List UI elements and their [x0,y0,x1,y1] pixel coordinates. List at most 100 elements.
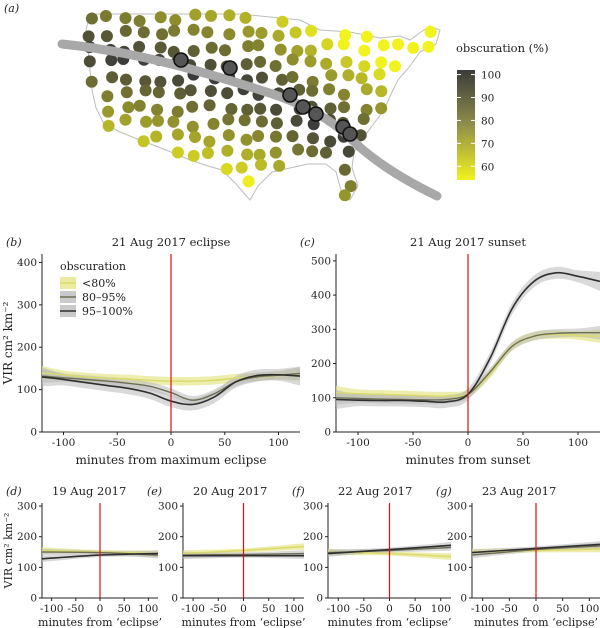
station-dot [99,10,112,22]
y-tick-label: 200 [17,342,37,354]
station-dot [221,144,234,157]
y-tick-label: 300 [447,501,467,513]
station-dot [289,26,302,39]
station-dot [171,146,184,159]
station-dot [203,99,216,112]
station-dot [220,163,233,175]
station-dot [292,143,305,156]
station-dot [169,14,182,27]
station-dot [174,87,187,100]
chart-panel-g: (g) 23 Aug 2017 -100 -50 0 50 100 0 100 200 300 min… [436,484,600,628]
y-tick-label: 100 [311,392,331,404]
station-dot [241,148,254,161]
station-dot [139,84,152,97]
station-dot [205,9,217,22]
station-dot [307,132,319,145]
y-tick-label: 300 [17,501,37,513]
station-dot [252,130,265,142]
y-tick-label: 0 [30,593,37,605]
station-dot [189,131,201,143]
legend-entry: 95–100% [82,305,133,318]
station-dot [239,11,252,24]
x-tick-label: -50 [67,603,84,615]
y-tick-label: 300 [17,299,37,311]
panel-a-label: (a) [4,2,19,15]
legend-entry: <80% [82,277,116,290]
station-dot [337,38,350,51]
x-tick-label: 50 [262,603,275,615]
station-dot [306,84,319,97]
legend-entry: 80–95% [82,291,126,304]
station-dot [154,41,167,54]
station-dot [172,74,185,87]
station-dot [171,128,184,141]
totality-stations [173,52,358,142]
station-dot [270,130,282,143]
y-tick-label: 0 [324,427,331,439]
station-dot [187,23,200,36]
station-dot [377,39,390,52]
station-dot [186,120,199,133]
x-tick-label: 50 [408,603,421,615]
panel-a-map: (a) obscuration (%) 100 90 80 70 60 [4,2,549,202]
station-dot [290,114,303,127]
totality-station-dot [308,106,324,122]
station-dot [276,73,289,86]
x-tick-label: -100 [471,603,495,615]
station-dot [255,27,268,39]
station-dot [272,29,285,42]
x-tick-label: -50 [405,437,422,449]
x-tick-label: -100 [346,437,370,449]
station-dot [140,115,153,128]
us-outline [85,13,441,201]
colorbar-tick-label: 60 [481,161,494,173]
station-dot [223,9,236,22]
station-dot [122,101,135,114]
station-dot [167,115,180,128]
y-tick-label: 500 [311,255,331,267]
station-dot [389,60,401,73]
panel-label: (f) [292,485,305,498]
station-dot [152,114,164,127]
station-dot [392,38,404,51]
station-dot [360,30,373,43]
station-dot [189,8,202,21]
station-dot [222,113,235,126]
totality-station-dot [173,52,189,68]
station-dot [133,40,146,53]
station-dot [339,29,352,42]
station-dot [424,25,437,38]
station-dot [320,57,333,70]
station-dot [242,175,255,188]
station-dot [252,39,265,52]
station-dot [342,145,355,158]
station-dot [306,75,319,88]
y-tick-label: 300 [311,324,331,336]
station-dot [256,71,268,84]
station-dot [133,15,146,27]
x-tick-label: -50 [109,437,126,449]
station-dot [306,145,319,158]
chart-title: 19 Aug 2017 [52,484,126,498]
x-axis-label: minutes from ‘eclipse’ [182,616,306,628]
x-tick-label: -50 [210,603,227,615]
station-dot [102,119,115,132]
station-dot [137,26,150,39]
station-dot [325,69,338,82]
station-dot [235,161,248,174]
station-dot [207,117,220,130]
x-tick-label: 0 [97,603,104,615]
x-axis-label: minutes from sunset [406,453,531,467]
station-dot [240,58,253,71]
chart-title: 22 Aug 2017 [338,484,412,498]
station-dot [85,75,98,88]
x-tick-label: 0 [386,603,393,615]
totality-station-dot [342,126,358,142]
station-dot [204,85,217,97]
station-dot [255,115,268,128]
station-dot [273,159,286,172]
station-dot [344,180,357,193]
x-tick-label: -50 [501,603,518,615]
x-axis-label: minutes from ‘eclipse’ [38,616,162,628]
station-dot [133,99,146,112]
